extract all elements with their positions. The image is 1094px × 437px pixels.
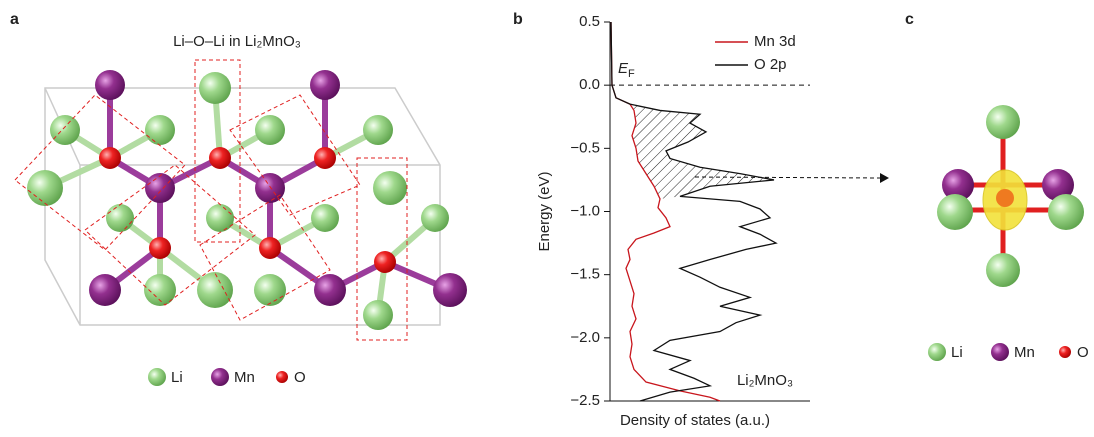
legend-c: Li Mn O	[928, 343, 1089, 361]
dos-line	[611, 22, 776, 401]
x-axis-label: Density of states (a.u.)	[620, 412, 770, 429]
panel-label: a	[10, 11, 19, 28]
y-tick-label: −0.5	[570, 139, 600, 156]
legend-label: O	[1077, 344, 1089, 361]
page: {"panels":{"a":{"label":"a","title":"Li–…	[0, 0, 1094, 437]
annotation: Li₂MnO₃	[737, 372, 793, 389]
hatched-area	[630, 104, 774, 199]
local-structure	[937, 105, 1084, 287]
atoms	[27, 70, 467, 330]
arrow-head	[880, 173, 889, 183]
y-axis-label: Energy (eV)	[536, 171, 553, 251]
legend-label: O	[294, 369, 306, 386]
y-tick-label: 0.5	[579, 13, 600, 30]
y-tick-label: −2.0	[570, 329, 600, 346]
y-tick-label: −1.0	[570, 202, 600, 219]
panel-title: Li–O–Li in Li₂MnO₃	[173, 33, 301, 50]
fermi-subscript: F	[628, 68, 635, 80]
panel-label: c	[905, 11, 914, 28]
y-tick-label: −1.5	[570, 266, 600, 283]
legend-label: Li	[171, 369, 183, 386]
y-tick-label: 0.0	[579, 76, 600, 93]
panel-label: b	[513, 11, 523, 28]
fermi-label: EF	[618, 60, 635, 80]
legend-label: Mn	[1014, 344, 1035, 361]
legend-label: Mn	[234, 369, 255, 386]
legend-label: O 2p	[754, 56, 787, 73]
legend-label: Li	[951, 344, 963, 361]
figure: a Li–O–Li in Li₂MnO₃ Li Mn O b −2.5−2.0−…	[0, 0, 1094, 432]
y-tick-label: −2.5	[570, 392, 600, 409]
dos-chart: −2.5 −2.0 −1.5 −1.0 −0.5 0.0 0.5 Energy (eV) Den…	[536, 13, 810, 429]
legend-label: Mn 3d	[754, 33, 796, 50]
legend-a: Li Mn O	[148, 368, 306, 386]
